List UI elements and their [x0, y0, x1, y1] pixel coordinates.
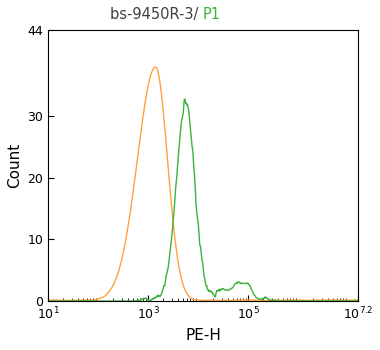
- Text: P1: P1: [203, 7, 221, 22]
- X-axis label: PE-H: PE-H: [185, 328, 221, 343]
- Text: bs-9450R-3/: bs-9450R-3/: [110, 7, 203, 22]
- Y-axis label: Count: Count: [7, 143, 22, 188]
